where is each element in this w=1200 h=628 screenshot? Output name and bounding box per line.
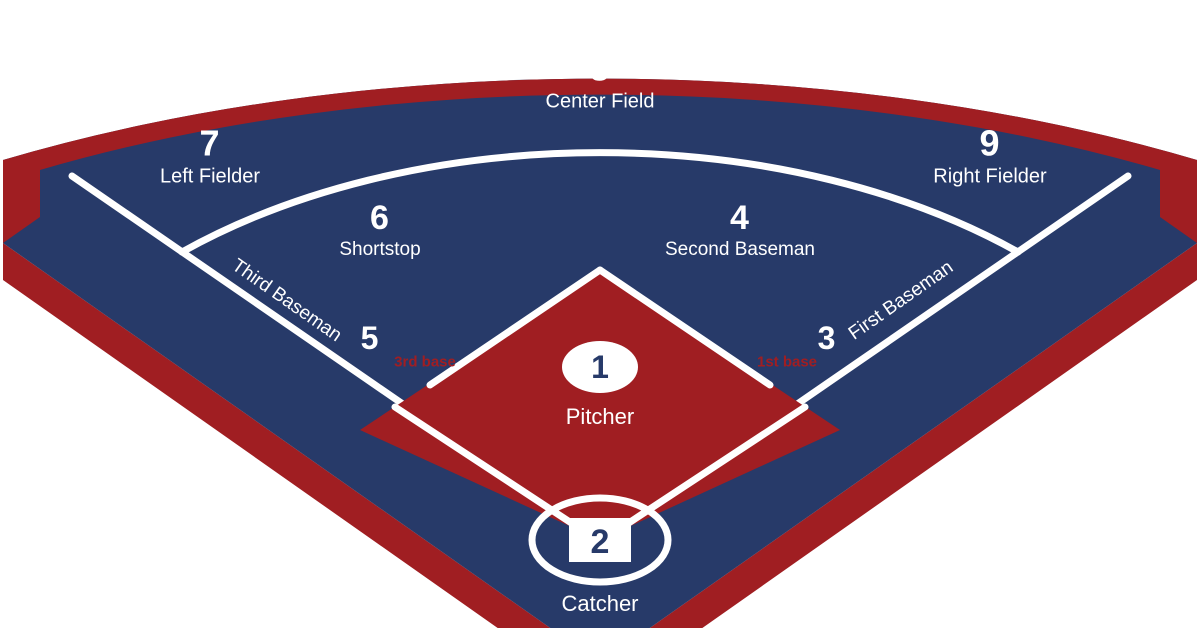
shortstop-label: Shortstop (339, 239, 420, 262)
left-fielder-label: Left Fielder (160, 165, 260, 189)
first-base-label: 1st base (757, 354, 817, 371)
third-baseman-number: 5 (361, 319, 380, 357)
shortstop-number: 6 (339, 198, 420, 239)
center-field-label: Center Field (546, 90, 655, 114)
pitcher-label-wrap: Pitcher (566, 404, 634, 430)
catcher-label-wrap: Catcher (561, 591, 638, 617)
second-baseman-label: Second Baseman (665, 239, 815, 262)
position-left-fielder: 7 Left Fielder (160, 121, 260, 188)
position-shortstop: 6 Shortstop (339, 198, 420, 262)
position-center-field: 8 Center Field (546, 46, 655, 113)
first-baseman-number: 3 (818, 319, 837, 357)
right-fielder-number: 9 (933, 121, 1046, 164)
baseball-field-diagram: 1 2 8 Center Field 7 Left Fielder 9 Righ… (0, 0, 1200, 628)
position-right-fielder: 9 Right Fielder (933, 121, 1046, 188)
pitcher-number-svg: 1 (591, 349, 609, 385)
catcher-label: Catcher (561, 591, 638, 617)
position-second-baseman: 4 Second Baseman (665, 198, 815, 262)
second-baseman-number: 4 (665, 198, 815, 239)
first-baseman-number-wrap: 3 (818, 319, 837, 357)
catcher-number-svg: 2 (591, 523, 610, 561)
center-field-number: 8 (546, 46, 655, 89)
left-fielder-number: 7 (160, 121, 260, 164)
third-baseman-number-wrap: 5 (361, 319, 380, 357)
right-fielder-label: Right Fielder (933, 165, 1046, 189)
third-base-label: 3rd base (394, 354, 456, 371)
pitcher-label: Pitcher (566, 404, 634, 430)
